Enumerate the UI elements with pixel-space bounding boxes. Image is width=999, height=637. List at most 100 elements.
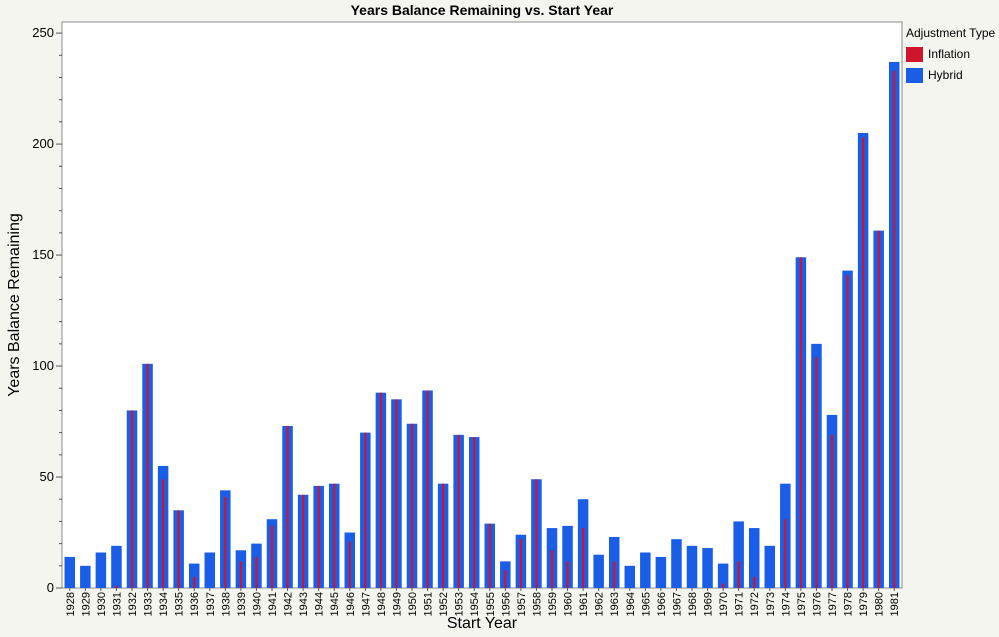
bar-inflation-1933 [146,363,149,588]
x-tick-label: 1969 [703,592,715,616]
bar-inflation-1955 [488,523,491,588]
bar-hybrid-1937 [204,552,216,588]
bar-inflation-1941 [270,525,274,588]
bar-inflation-1952 [442,483,445,588]
x-tick-label: 1942 [283,592,295,616]
x-tick-label: 1945 [329,592,341,616]
y-tick-label: 50 [40,469,54,484]
x-tick-label: 1930 [96,592,108,616]
bar-hybrid-1967 [671,539,682,588]
bar-inflation-1949 [395,399,398,588]
y-tick-label: 150 [32,247,54,262]
x-tick-label: 1954 [469,592,481,616]
x-tick-label: 1973 [765,592,777,616]
x-tick-label: 1944 [314,592,326,616]
bar-inflation-1950 [410,423,414,588]
x-tick-label: 1928 [65,592,77,616]
x-tick-label: 1949 [391,592,403,616]
bar-inflation-1961 [582,528,585,588]
bar-inflation-1981 [893,70,896,589]
bar-inflation-1943 [302,494,305,588]
x-tick-label: 1956 [500,592,512,616]
x-tick-label: 1946 [345,592,357,616]
x-tick-label: 1936 [189,592,201,616]
x-tick-label: 1966 [656,592,668,616]
bar-inflation-1942 [286,425,289,588]
legend-swatch-inflation [906,46,923,62]
bar-inflation-1970 [722,583,725,588]
bar-hybrid-1960 [562,525,573,588]
x-tick-label: 1977 [827,592,839,616]
bar-hybrid-1964 [624,565,636,588]
bar-hybrid-1969 [702,548,713,588]
legend: Adjustment Type Inflation Hybrid [906,26,999,88]
x-tick-label: 1975 [796,592,808,616]
x-tick-label: 1953 [454,592,466,616]
bar-inflation-1934 [162,479,165,588]
bar-hybrid-1973 [764,545,776,588]
x-tick-label: 1962 [594,592,606,616]
x-tick-label: 1932 [127,592,139,616]
x-tick-label: 1937 [205,592,217,616]
x-tick-label: 1940 [251,592,263,616]
bar-hybrid-1929 [80,565,91,588]
legend-label-hybrid: Hybrid [928,68,963,82]
bar-inflation-1957 [519,539,522,588]
y-tick-label: 250 [32,25,54,40]
x-tick-label: 1933 [143,592,155,616]
x-tick-label: 1961 [578,592,590,616]
x-tick-label: 1970 [718,592,730,616]
x-tick-label: 1955 [485,592,497,616]
bar-hybrid-1936 [188,563,200,588]
bar-hybrid-1930 [95,552,107,588]
bar-inflation-1978 [846,275,849,588]
x-tick-label: 1967 [671,592,683,616]
x-tick-label: 1960 [563,592,575,616]
x-tick-label: 1939 [236,592,248,616]
bar-inflation-1945 [333,483,336,588]
bar-inflation-1944 [317,485,320,588]
x-tick-label: 1958 [531,592,543,616]
x-tick-label: 1934 [158,592,170,616]
legend-title: Adjustment Type [906,26,996,40]
bar-inflation-1976 [815,357,818,588]
bar-inflation-1977 [830,434,834,588]
x-tick-label: 1974 [780,592,792,616]
x-tick-label: 1935 [174,592,186,616]
x-tick-label: 1979 [858,592,870,616]
bars-group [64,61,900,589]
bar-inflation-1939 [239,561,242,588]
bar-inflation-1947 [364,432,367,588]
x-tick-label: 1950 [407,592,419,616]
plot-frame [61,21,903,589]
x-tick-label: 1980 [874,592,886,616]
y-tick-label: 0 [47,580,54,595]
legend-swatch-hybrid [906,67,923,83]
x-tick-label: 1929 [80,592,92,616]
x-tick-label: 1947 [360,592,372,616]
x-tick-label: 1948 [376,592,388,616]
x-tick-label: 1972 [749,592,761,616]
bar-hybrid-1965 [640,552,651,588]
bar-inflation-1975 [799,257,802,588]
bar-inflation-1951 [426,390,429,588]
x-axis: 1928 1929 1930 1931 1932 1933 1934 1935 1936 1937… [65,588,901,616]
bar-inflation-1974 [784,519,787,588]
bar-inflation-1931 [115,585,118,588]
x-tick-label: 1964 [625,592,637,616]
chart-title: Years Balance Remaining vs. Start Year [350,2,614,18]
bar-inflation-1946 [348,541,351,588]
bar-hybrid-1962 [593,554,604,588]
bar-inflation-1958 [535,479,538,588]
bar-inflation-1971 [737,561,740,588]
bar-hybrid-1968 [686,545,698,588]
x-tick-label: 1971 [734,592,746,616]
bar-inflation-1948 [379,392,382,588]
x-tick-label: 1957 [516,592,528,616]
x-tick-label: 1968 [687,592,699,616]
legend-item-inflation: Inflation [906,46,999,62]
bar-inflation-1938 [224,496,227,588]
bar-inflation-1956 [504,570,507,588]
x-tick-label: 1976 [811,592,823,616]
